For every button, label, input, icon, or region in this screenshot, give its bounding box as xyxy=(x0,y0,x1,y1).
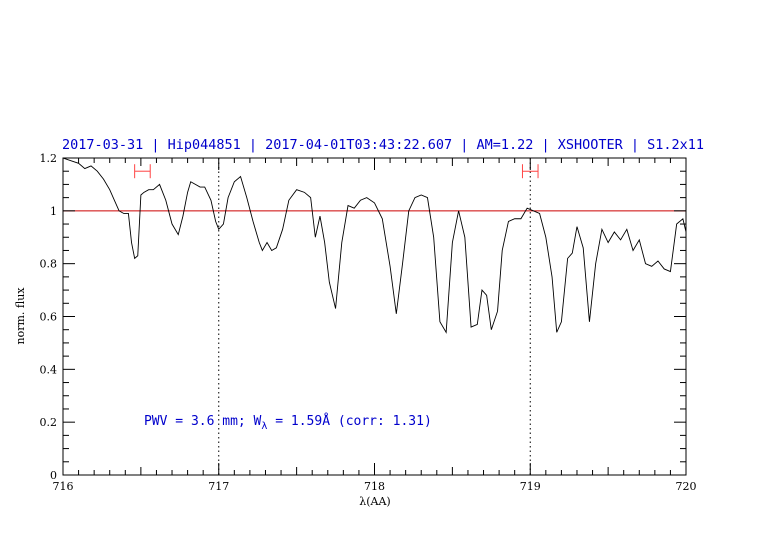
annotation-subscript: λ xyxy=(261,421,267,432)
plot-area xyxy=(63,158,686,475)
tick-labels: 716 717 718 719 720 0 0.2 0.4 0.6 0.8 1 1.2 xyxy=(40,152,697,493)
integration-window-0 xyxy=(134,164,151,179)
y-tick-label: 0.8 xyxy=(40,258,58,271)
y-tick-label: 1 xyxy=(50,205,57,218)
annotation-suffix: = 1.59Å (corr: 1.31) xyxy=(267,413,431,429)
x-tick-label: 716 xyxy=(53,480,74,493)
x-tick-label: 718 xyxy=(364,480,385,493)
chart-title: 2017-03-31 | Hip044851 | 2017-04-01T03:4… xyxy=(62,137,704,153)
y-tick-label: 0.2 xyxy=(40,416,58,429)
x-tick-label: 720 xyxy=(676,480,697,493)
plot-frame xyxy=(62,157,687,476)
y-tick-label: 1.2 xyxy=(40,152,58,165)
y-axis-label: norm. flux xyxy=(14,287,27,345)
annotation-prefix: PWV = 3.6 mm; W xyxy=(144,414,262,429)
spectrum-line xyxy=(63,158,686,334)
pwv-annotation: PWV = 3.6 mm; Wλ = 1.59Å (corr: 1.31) xyxy=(144,413,432,432)
x-axis-label: λ(AA) xyxy=(359,495,390,508)
x-tick-label: 719 xyxy=(520,480,541,493)
x-tick-label: 717 xyxy=(208,480,229,493)
y-tick-label: 0.6 xyxy=(40,311,58,324)
integration-window-1 xyxy=(521,164,539,179)
y-tick-label: 0 xyxy=(50,469,57,482)
y-tick-label: 0.4 xyxy=(40,363,58,376)
